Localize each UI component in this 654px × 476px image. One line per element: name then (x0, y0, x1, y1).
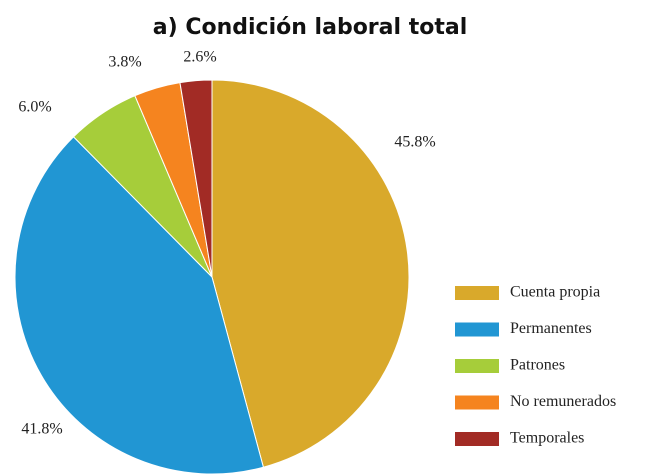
pie-slice (211, 79, 410, 468)
legend-swatch (455, 359, 499, 373)
legend-label: No remunerados (510, 393, 616, 410)
legend-swatch (455, 395, 499, 410)
chart-title: a) Condición laboral total (153, 15, 467, 40)
legend-label: Temporales (510, 430, 584, 447)
legend-label: Cuenta propia (510, 284, 600, 301)
data-label: 3.8% (108, 54, 141, 71)
pie-slice (14, 136, 264, 475)
legend-swatch (455, 322, 499, 337)
data-label: 6.0% (18, 99, 51, 116)
legend-swatch (455, 432, 499, 446)
data-label: 2.6% (183, 49, 216, 66)
data-label: 41.8% (21, 421, 62, 438)
legend-label: Patrones (510, 357, 565, 374)
legend-swatch (455, 286, 499, 300)
data-label: 45.8% (394, 134, 435, 151)
pie-slice (179, 79, 213, 278)
legend-label: Permanentes (510, 320, 592, 337)
